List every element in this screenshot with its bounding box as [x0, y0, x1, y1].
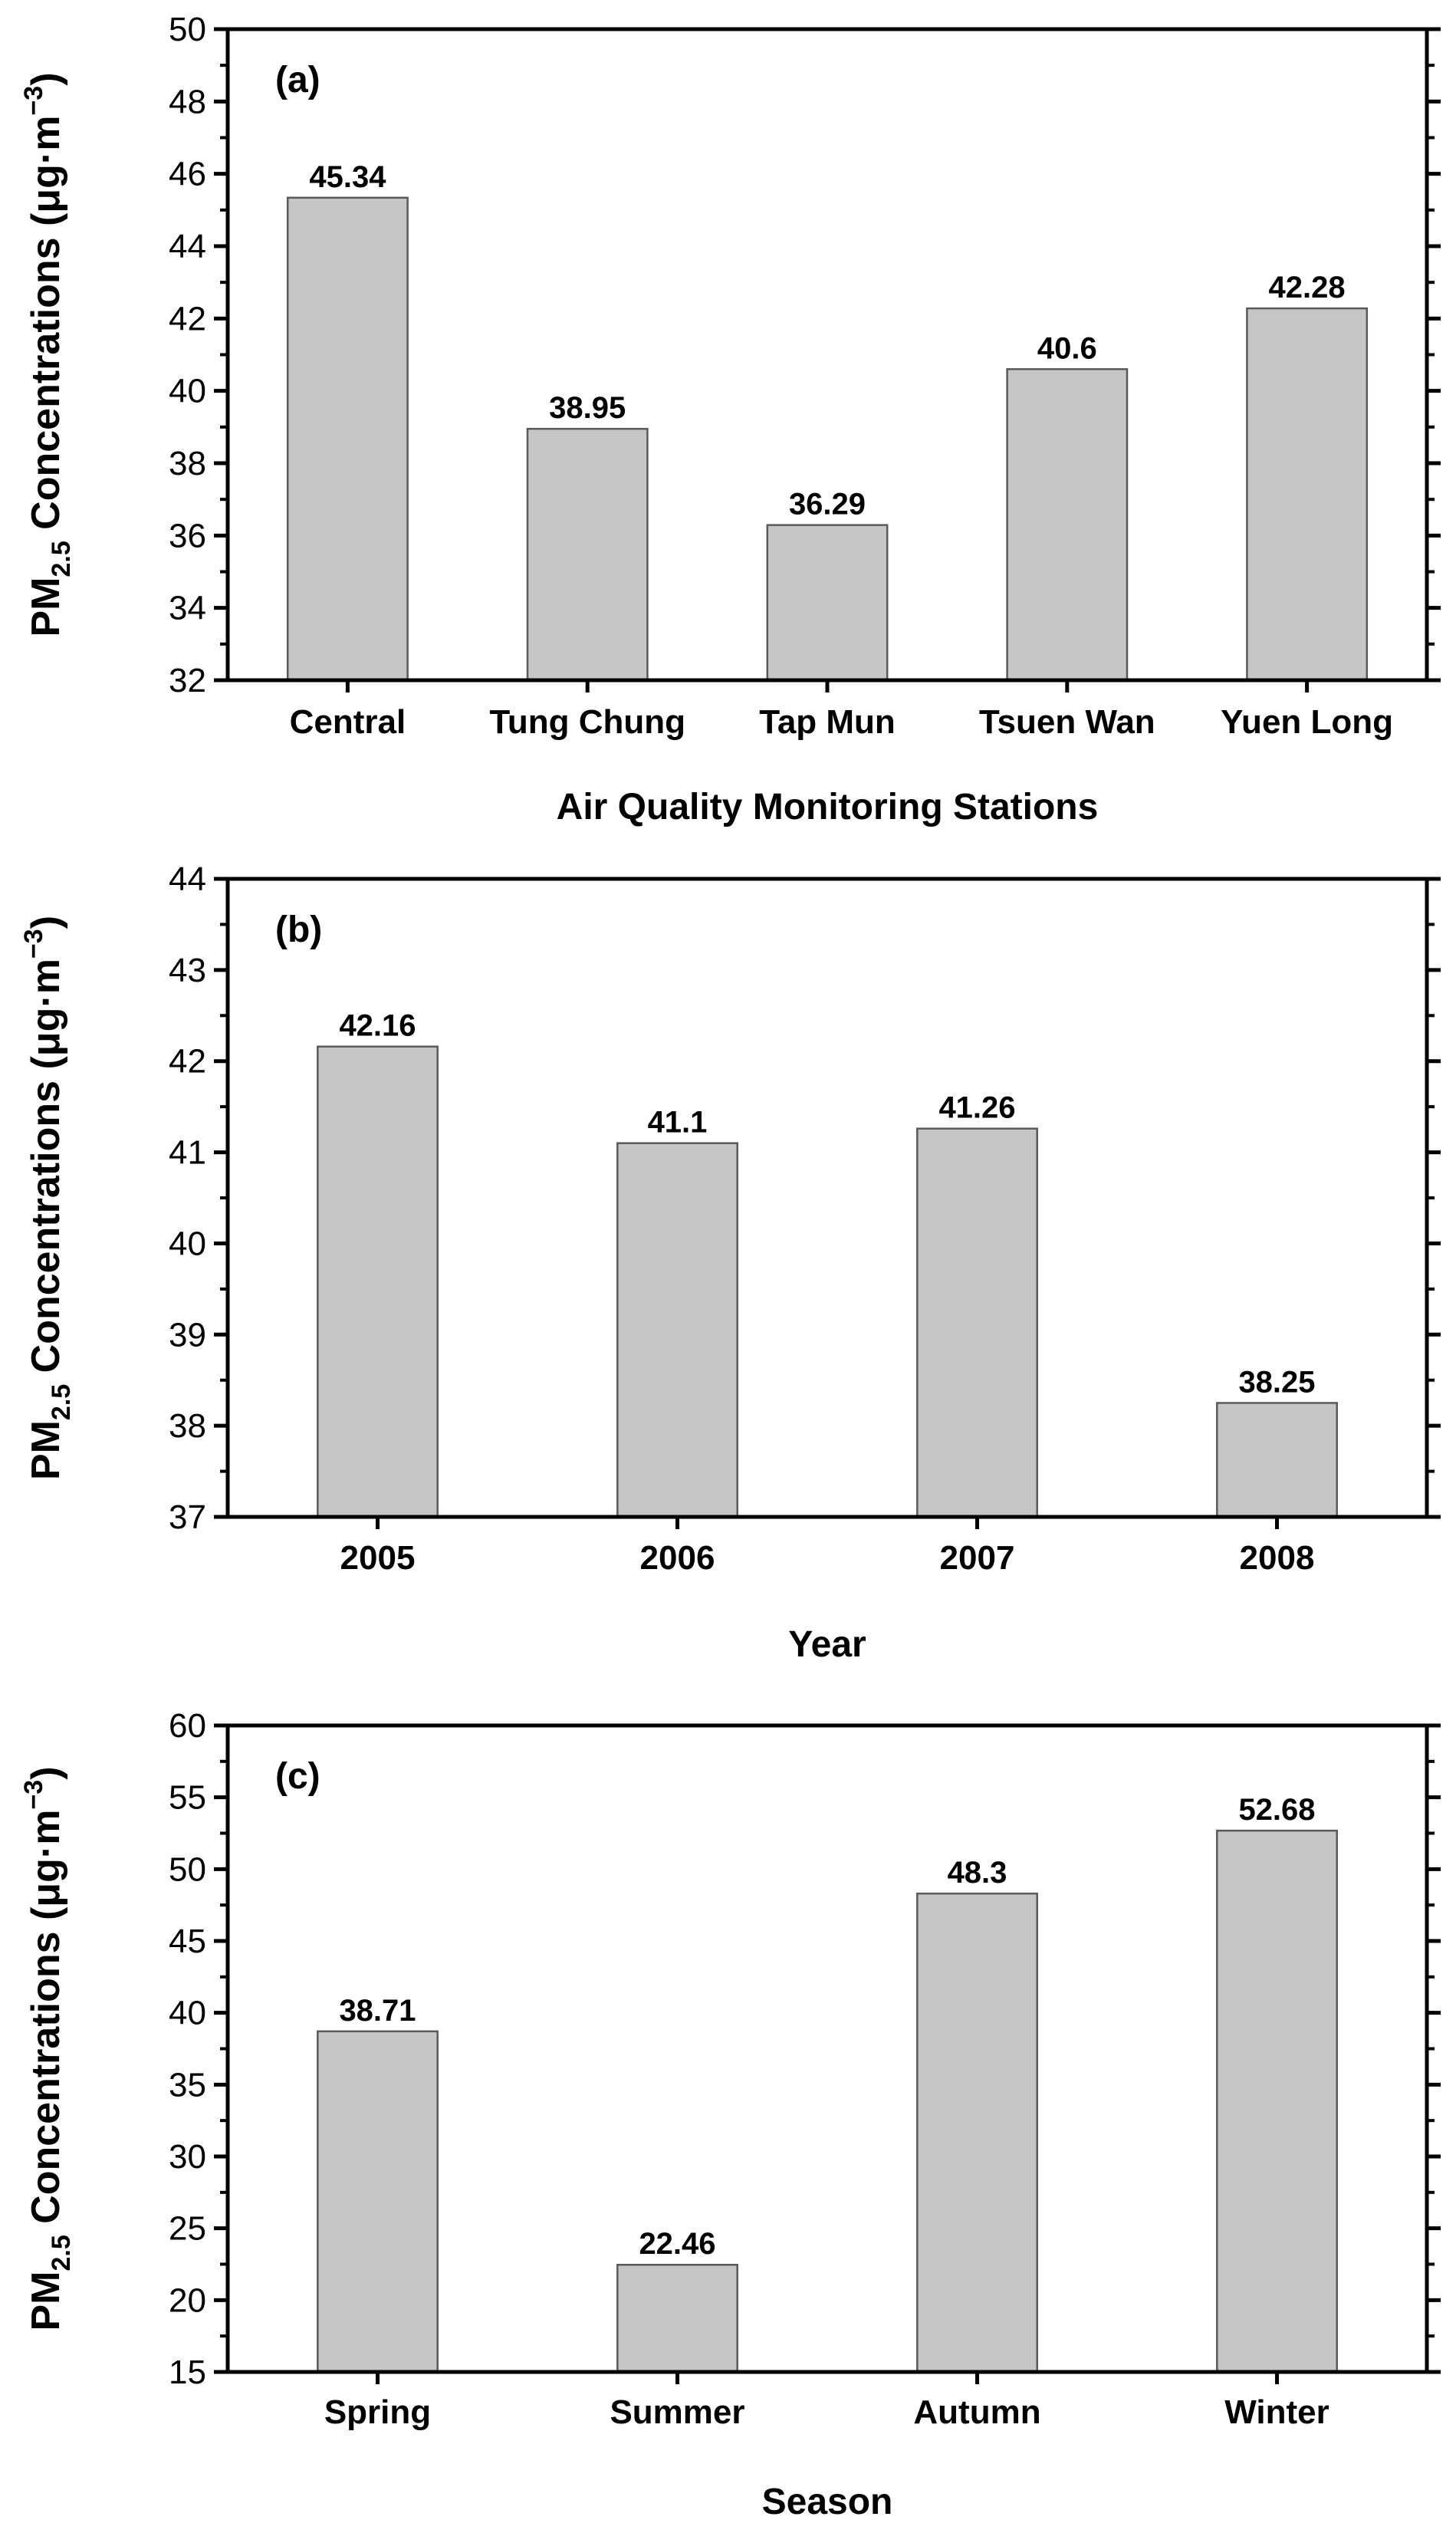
y-tick-label: 32 — [169, 662, 206, 699]
bar-value-label: 45.34 — [309, 160, 386, 194]
y-tick-label: 42 — [169, 1043, 206, 1081]
panel-label: (b) — [275, 910, 322, 950]
y-tick-label: 48 — [169, 83, 206, 120]
y-tick-label: 30 — [169, 2138, 206, 2176]
y-tick-label: 50 — [169, 11, 206, 48]
x-tick-label: Summer — [610, 2393, 744, 2431]
panel-c: 38.71 22.46 48.3 52.68 15 20 25 30 35 40 45 50 55 60 S… — [19, 1707, 1441, 2522]
x-axis-title: Air Quality Monitoring Stations — [557, 787, 1099, 827]
bar-value-label: 48.3 — [948, 1856, 1007, 1890]
x-tick-label: Tsuen Wan — [979, 703, 1155, 741]
bar-2008 — [1216, 1402, 1338, 1518]
x-tick-label: 2008 — [1240, 1539, 1315, 1577]
y-tick-label: 40 — [169, 373, 206, 410]
x-tick-label: 2007 — [940, 1539, 1015, 1577]
x-tick-label: Spring — [324, 2393, 431, 2431]
y-tick-label: 40 — [169, 1225, 206, 1262]
y-tick-label: 40 — [169, 1995, 206, 2032]
bar-spring — [317, 2030, 439, 2373]
x-tick-label: Tap Mun — [759, 703, 896, 741]
bar-value-label: 38.25 — [1238, 1365, 1315, 1399]
bar-winter — [1216, 1829, 1338, 2373]
panel-label: (a) — [275, 60, 320, 100]
y-tick-label: 44 — [169, 228, 206, 265]
x-tick-label: Yuen Long — [1221, 703, 1393, 741]
y-tick-label: 42 — [169, 300, 206, 337]
y-tick-label: 45 — [169, 1923, 206, 1960]
x-tick-label: Central — [290, 703, 406, 741]
x-tick-label: Tung Chung — [489, 703, 685, 741]
x-axis-title: Season — [762, 2482, 893, 2522]
y-tick-label: 46 — [169, 156, 206, 193]
x-tick-label: 2006 — [640, 1539, 715, 1577]
y-tick-label: 37 — [169, 1498, 206, 1536]
panel-b: 42.16 41.1 41.26 38.25 37 38 39 40 41 42 43 44 2005 2… — [19, 860, 1441, 1665]
y-tick-label: 15 — [169, 2354, 206, 2391]
y-tick-label: 44 — [169, 860, 206, 898]
panel-a: 45.34 38.95 36.29 40.6 42.28 32 34 36 38 40 42 44 46… — [19, 11, 1441, 827]
bar-value-label: 38.95 — [549, 391, 626, 425]
x-axis-title: Year — [788, 1624, 866, 1665]
bar-value-label: 42.28 — [1269, 271, 1346, 304]
y-axis-title: PM2.5 Concentrations (μg·m−3) — [19, 1766, 76, 2331]
bar-tung-chung — [526, 427, 649, 682]
y-tick-label: 25 — [169, 2210, 206, 2248]
y-axis-title: PM2.5 Concentrations (μg·m−3) — [19, 72, 76, 637]
y-tick-label: 39 — [169, 1316, 206, 1354]
bar-2007 — [916, 1127, 1038, 1518]
y-tick-label: 20 — [169, 2281, 206, 2319]
bar-summer — [616, 2263, 738, 2373]
bar-value-label: 22.46 — [639, 2227, 715, 2261]
bar-value-label: 42.16 — [339, 1009, 416, 1043]
bar-value-label: 52.68 — [1238, 1793, 1315, 1827]
y-tick-label: 55 — [169, 1779, 206, 1817]
y-tick-label: 34 — [169, 590, 206, 627]
y-tick-label: 35 — [169, 2066, 206, 2104]
y-axis-title: PM2.5 Concentrations (μg·m−3) — [19, 916, 76, 1480]
bar-central — [286, 196, 409, 682]
y-tick-label: 38 — [169, 445, 206, 482]
panel-label: (c) — [275, 1756, 320, 1797]
bar-value-label: 40.6 — [1037, 331, 1097, 365]
bar-value-label: 38.71 — [339, 1994, 416, 2028]
bar-autumn — [916, 1892, 1038, 2373]
bar-value-label: 41.26 — [938, 1091, 1015, 1125]
x-tick-label: Autumn — [913, 2393, 1040, 2431]
bar-2006 — [616, 1142, 738, 1518]
y-tick-label: 60 — [169, 1707, 206, 1745]
y-tick-label: 38 — [169, 1407, 206, 1445]
x-tick-label: Winter — [1224, 2393, 1329, 2431]
bar-value-label: 36.29 — [789, 488, 866, 521]
x-tick-label: 2005 — [340, 1539, 416, 1577]
bar-value-label: 41.1 — [648, 1106, 708, 1140]
y-tick-label: 36 — [169, 517, 206, 554]
bar-tap-mun — [766, 524, 889, 682]
y-tick-label: 41 — [169, 1134, 206, 1172]
bar-yuen-long — [1246, 307, 1369, 682]
y-tick-label: 50 — [169, 1850, 206, 1888]
y-tick-label: 43 — [169, 952, 206, 989]
bar-2005 — [317, 1045, 439, 1518]
bar-tsuen-wan — [1006, 368, 1129, 682]
